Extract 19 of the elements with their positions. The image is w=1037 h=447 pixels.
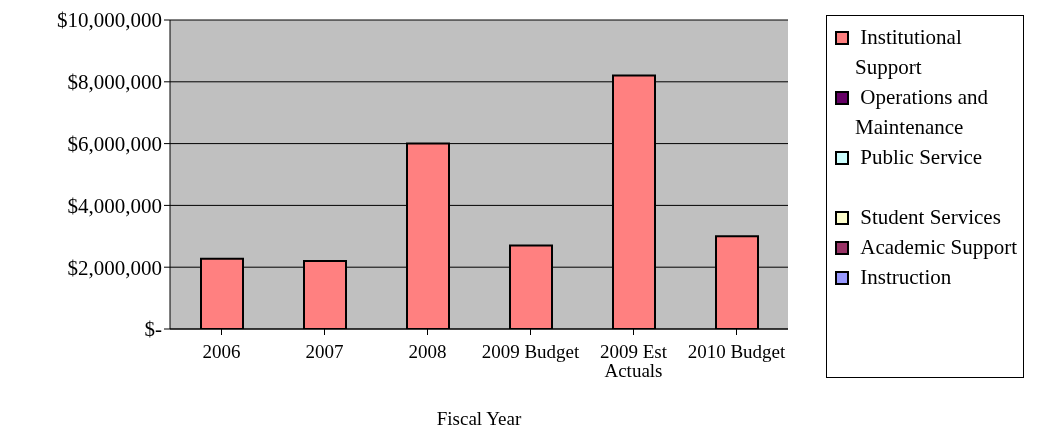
- y-tick-label: $10,000,000: [57, 8, 162, 33]
- legend-label: Public Service: [859, 145, 983, 169]
- y-tick-label: $2,000,000: [67, 255, 162, 280]
- x-tick-label: 2007: [305, 341, 344, 363]
- y-tick-label: $-: [144, 317, 162, 342]
- legend-label: Student Services: [859, 205, 1001, 229]
- x-tick-label: 2008: [408, 341, 447, 363]
- legend-label: Institutional Support: [854, 25, 962, 79]
- x-tick-label: 2010 Budget: [687, 341, 787, 363]
- legend-label: Instruction: [859, 265, 952, 289]
- y-tick-label: $8,000,000: [67, 70, 162, 95]
- y-tick-label: $4,000,000: [67, 193, 162, 218]
- legend-label: Academic Support: [859, 235, 1018, 259]
- x-axis-title: Fiscal Year: [436, 408, 522, 429]
- legend-label: Operations and Maintenance: [854, 85, 988, 139]
- x-tick-label: 2009 Budget: [481, 341, 581, 363]
- x-tick-label: 2009 Est Actuals: [599, 341, 668, 382]
- y-tick-label: $6,000,000: [67, 132, 162, 157]
- x-tick-label: 2006: [202, 341, 241, 363]
